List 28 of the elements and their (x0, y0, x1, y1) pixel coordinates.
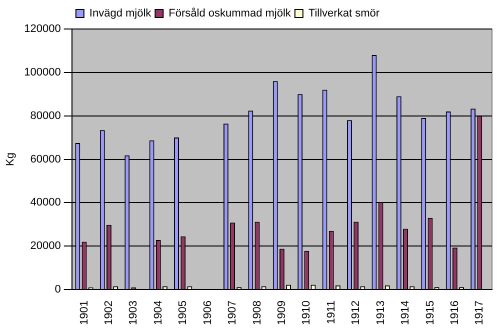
x-tick-label: 1914 (400, 300, 412, 326)
legend-label: Tillverkat smör (308, 8, 380, 20)
y-tick-label: 120000 (24, 23, 61, 36)
x-tick-label: 1912 (350, 300, 362, 326)
x-tick-label: 1913 (374, 300, 387, 326)
y-tick-label: 0 (54, 284, 61, 296)
x-tick-label: 1916 (448, 300, 461, 326)
legend-label: Invägd mjölk (89, 8, 152, 20)
y-tick-label: 100000 (24, 66, 61, 78)
x-tick-label: 1902 (103, 300, 116, 326)
y-tick-label: 80000 (30, 110, 61, 122)
legend-label: Försåld oskummad mjölk (168, 8, 292, 20)
x-tick-label: 1910 (300, 300, 313, 326)
x-tick-label: 1909 (276, 300, 288, 326)
x-tick-label: 1906 (202, 300, 214, 326)
y-tick-label: 60000 (30, 153, 61, 166)
x-tick-label: 1908 (251, 300, 264, 326)
x-tick-label: 1905 (177, 300, 190, 326)
x-tick-label: 1904 (152, 300, 164, 326)
x-tick-label: 1915 (424, 300, 436, 326)
x-tick-label: 1911 (325, 300, 338, 324)
y-tick-label: 40000 (30, 196, 61, 209)
x-tick-label: 1917 (474, 300, 486, 326)
x-tick-label: 1903 (128, 300, 140, 326)
y-tick-label: 20000 (30, 240, 61, 252)
y-axis-title: Kg (4, 152, 17, 166)
x-tick-label: 1901 (78, 300, 90, 326)
x-tick-label: 1907 (226, 300, 239, 326)
